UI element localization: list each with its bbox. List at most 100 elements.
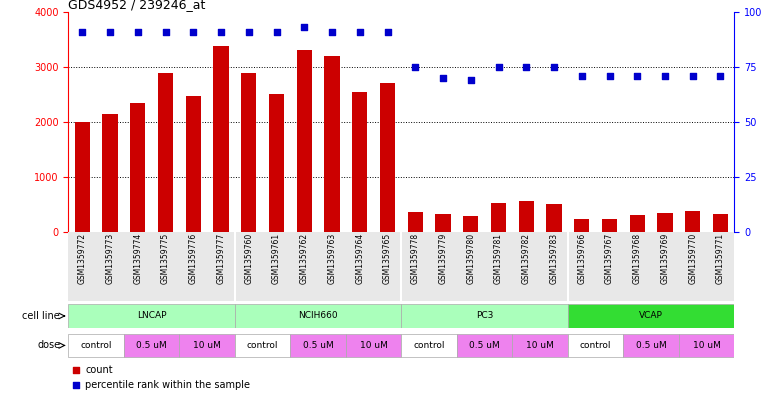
Bar	[568, 304, 734, 328]
Bar	[213, 46, 229, 232]
Text: GSM1359782: GSM1359782	[522, 233, 530, 284]
Bar	[68, 334, 124, 357]
Text: GSM1359764: GSM1359764	[355, 233, 365, 285]
Text: GSM1359777: GSM1359777	[217, 233, 225, 285]
Point	[326, 28, 338, 35]
Point	[468, 180, 480, 187]
Text: VCAP: VCAP	[639, 312, 663, 320]
Bar	[658, 213, 673, 232]
Text: GSM1359762: GSM1359762	[300, 233, 309, 285]
Text: count: count	[85, 365, 113, 375]
Point	[521, 64, 533, 70]
Bar	[352, 92, 368, 232]
Point	[631, 72, 643, 79]
Point	[659, 72, 671, 79]
Bar	[380, 83, 395, 232]
Bar	[130, 103, 145, 232]
Point	[603, 72, 616, 79]
Text: PC3: PC3	[476, 312, 493, 320]
Text: GSM1359765: GSM1359765	[383, 233, 392, 285]
Text: 0.5 uM: 0.5 uM	[136, 341, 167, 350]
Text: GSM1359778: GSM1359778	[411, 233, 420, 285]
Text: dose: dose	[37, 340, 60, 351]
Point	[468, 314, 480, 321]
Text: GSM1359783: GSM1359783	[549, 233, 559, 285]
Text: LNCAP: LNCAP	[137, 312, 167, 320]
Text: control: control	[81, 341, 112, 350]
Text: control: control	[247, 341, 279, 350]
Text: GSM1359771: GSM1359771	[716, 233, 725, 285]
Text: GSM1359761: GSM1359761	[272, 233, 281, 285]
Bar	[574, 219, 590, 232]
Text: control: control	[580, 341, 611, 350]
Point	[686, 72, 699, 79]
Point	[132, 28, 144, 35]
Text: GSM1359769: GSM1359769	[661, 233, 670, 285]
Bar	[103, 114, 118, 232]
Text: GSM1359766: GSM1359766	[578, 233, 586, 285]
Point	[76, 28, 88, 35]
Text: GSM1359780: GSM1359780	[466, 233, 476, 285]
Point	[243, 28, 255, 35]
Bar	[519, 201, 534, 232]
Bar	[568, 334, 623, 357]
Bar	[235, 334, 291, 357]
Text: control: control	[413, 341, 445, 350]
Bar	[186, 96, 201, 232]
Bar	[241, 73, 256, 232]
Bar	[124, 334, 180, 357]
Point	[409, 64, 422, 70]
Bar	[602, 219, 617, 232]
Point	[270, 28, 282, 35]
Bar	[235, 304, 402, 328]
Bar	[435, 214, 451, 232]
Bar	[402, 304, 568, 328]
Point	[381, 28, 393, 35]
Text: GSM1359779: GSM1359779	[438, 233, 447, 285]
Point	[492, 64, 505, 70]
Point	[298, 24, 310, 30]
Text: percentile rank within the sample: percentile rank within the sample	[85, 380, 250, 389]
Bar	[158, 73, 174, 232]
Bar	[679, 334, 734, 357]
Text: GSM1359773: GSM1359773	[106, 233, 115, 285]
Bar	[408, 211, 423, 232]
Text: GSM1359772: GSM1359772	[78, 233, 87, 285]
Text: 10 uM: 10 uM	[360, 341, 387, 350]
Bar	[269, 94, 284, 232]
Text: cell line: cell line	[22, 311, 60, 321]
Point	[187, 28, 199, 35]
Point	[160, 28, 172, 35]
Bar	[546, 204, 562, 232]
Bar	[463, 216, 479, 232]
Text: 0.5 uM: 0.5 uM	[470, 341, 500, 350]
Bar	[68, 304, 235, 328]
Bar	[512, 334, 568, 357]
Text: 0.5 uM: 0.5 uM	[303, 341, 333, 350]
Text: NCIH660: NCIH660	[298, 312, 338, 320]
Bar	[685, 211, 700, 232]
Text: 10 uM: 10 uM	[526, 341, 554, 350]
Text: GSM1359770: GSM1359770	[688, 233, 697, 285]
Text: GSM1359768: GSM1359768	[632, 233, 642, 285]
Bar	[75, 122, 90, 232]
Text: GSM1359781: GSM1359781	[494, 233, 503, 284]
Point	[215, 28, 228, 35]
Text: GSM1359763: GSM1359763	[327, 233, 336, 285]
Bar	[402, 334, 457, 357]
Point	[354, 28, 366, 35]
Point	[437, 75, 449, 81]
Bar	[629, 215, 645, 232]
Text: GSM1359776: GSM1359776	[189, 233, 198, 285]
Text: GSM1359760: GSM1359760	[244, 233, 253, 285]
Bar	[346, 334, 402, 357]
Text: GSM1359775: GSM1359775	[161, 233, 170, 285]
Bar	[713, 214, 728, 232]
Bar	[297, 50, 312, 232]
Point	[465, 77, 477, 83]
Bar	[291, 334, 346, 357]
Point	[548, 64, 560, 70]
Bar	[623, 334, 679, 357]
Point	[104, 28, 116, 35]
Text: GSM1359767: GSM1359767	[605, 233, 614, 285]
